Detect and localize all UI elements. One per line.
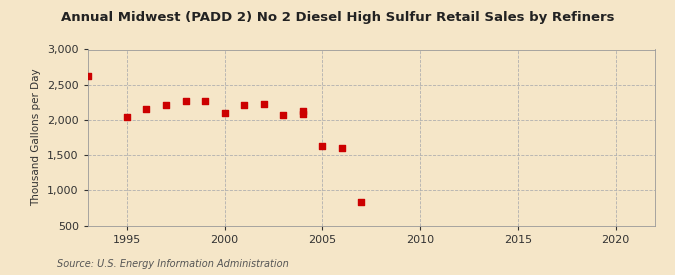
Point [239, 103, 250, 107]
Point [317, 144, 328, 148]
Point [278, 112, 289, 117]
Point [356, 199, 367, 204]
Text: Source: U.S. Energy Information Administration: Source: U.S. Energy Information Administ… [57, 259, 289, 269]
Point [141, 107, 152, 112]
Point [180, 99, 191, 103]
Point [298, 109, 308, 114]
Point [219, 111, 230, 115]
Point [161, 103, 171, 107]
Text: Annual Midwest (PADD 2) No 2 Diesel High Sulfur Retail Sales by Refiners: Annual Midwest (PADD 2) No 2 Diesel High… [61, 11, 614, 24]
Point [259, 101, 269, 106]
Point [200, 99, 211, 103]
Y-axis label: Thousand Gallons per Day: Thousand Gallons per Day [32, 69, 42, 206]
Point [82, 74, 93, 78]
Point [298, 111, 308, 116]
Point [337, 146, 348, 151]
Point [122, 115, 132, 119]
